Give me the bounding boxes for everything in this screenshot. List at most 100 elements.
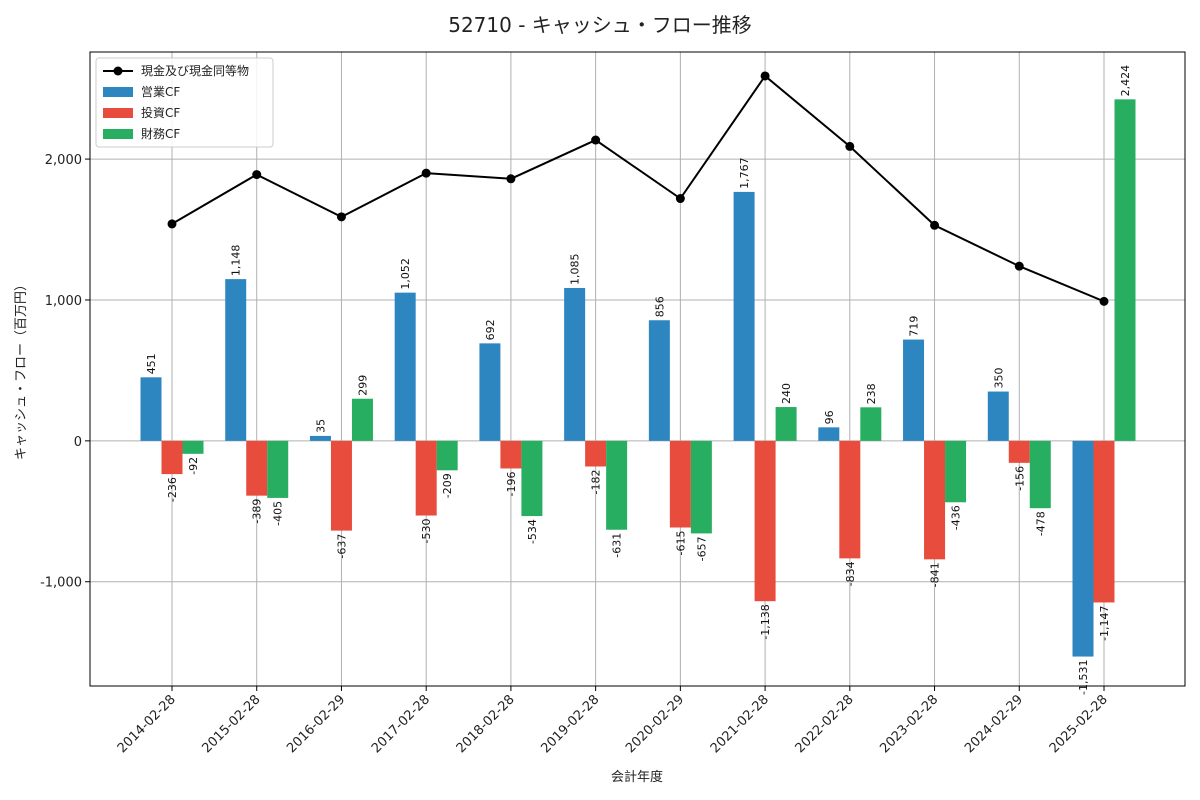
bar — [1072, 440, 1094, 657]
x-tick-label: 2020-02-29 — [623, 692, 687, 756]
chart-title: 52710 - キャッシュ・フロー推移 — [448, 13, 752, 37]
bar — [648, 320, 670, 441]
bar — [945, 440, 967, 503]
cash-point — [760, 71, 770, 81]
x-tick-label: 2021-02-28 — [708, 692, 772, 756]
cash-point — [421, 168, 431, 178]
bar-value-label: -196 — [505, 471, 518, 496]
bar — [669, 440, 691, 528]
bar-value-label: -478 — [1034, 511, 1047, 536]
bar — [818, 427, 840, 441]
bar — [479, 343, 501, 441]
cash-point — [845, 141, 855, 151]
bar-value-label: 299 — [356, 375, 369, 396]
cash-point — [167, 219, 177, 229]
bar-value-label: 856 — [653, 296, 666, 317]
bar-value-label: -389 — [251, 499, 264, 524]
bar — [521, 440, 543, 517]
bar — [987, 391, 1009, 441]
x-tick-label: 2018-02-28 — [454, 692, 518, 756]
bar-value-label: -841 — [929, 562, 942, 587]
bar — [330, 440, 352, 531]
bar — [733, 191, 755, 441]
bar-value-label: -834 — [844, 561, 857, 586]
bar-value-label: -405 — [272, 501, 285, 526]
bar-value-label: -156 — [1013, 466, 1026, 491]
cash-point — [252, 170, 262, 180]
bar — [351, 398, 373, 441]
x-tick-label: 2022-02-28 — [793, 692, 857, 756]
legend-label: 投資CF — [141, 105, 180, 120]
cash-point — [675, 194, 685, 204]
bar — [606, 440, 628, 530]
bar-value-label: 96 — [823, 410, 836, 424]
bar-value-label: -631 — [611, 533, 624, 558]
legend-bar-swatch — [103, 108, 133, 118]
legend-marker — [113, 66, 123, 76]
bar-value-label: 2,424 — [1119, 65, 1132, 97]
legend-label: 現金及び現金同等物 — [141, 63, 249, 78]
y-tick-label: 1,000 — [45, 294, 82, 309]
bar — [225, 279, 247, 441]
bar-value-label: 719 — [908, 316, 921, 337]
bar — [690, 440, 712, 534]
bar-value-label: 35 — [314, 419, 327, 433]
bar — [585, 440, 607, 467]
bar — [839, 440, 861, 559]
cash-point — [591, 135, 601, 145]
legend-bar-swatch — [103, 87, 133, 97]
cash-line — [167, 71, 1109, 306]
y-axis-label: キャッシュ・フロー（百万円） — [14, 278, 29, 460]
bar — [246, 440, 268, 496]
bar — [775, 407, 797, 441]
bar — [182, 440, 204, 454]
bar — [1093, 440, 1115, 603]
bar-value-label: 238 — [865, 383, 878, 404]
bar — [1008, 440, 1030, 463]
bar-value-label: -182 — [590, 469, 603, 494]
legend-label: 営業CF — [141, 85, 180, 99]
y-tick-label: 2,000 — [45, 153, 82, 168]
bar-value-label: -530 — [420, 519, 433, 544]
bar-value-label: -92 — [187, 457, 200, 475]
bar-value-label: -657 — [695, 536, 708, 561]
bar-value-label: 350 — [992, 368, 1005, 389]
bar-value-label: -637 — [335, 534, 348, 559]
y-tick-label: 0 — [74, 435, 82, 450]
bar-value-label: 1,767 — [738, 157, 751, 189]
bar — [436, 440, 458, 471]
x-tick-label: 2024-02-29 — [962, 692, 1026, 756]
bar — [140, 377, 162, 441]
x-tick-label: 2019-02-28 — [538, 692, 602, 756]
x-tick-label: 2016-02-29 — [284, 692, 348, 756]
bar — [309, 435, 331, 441]
legend-label: 財務CF — [141, 126, 180, 141]
bar-value-label: -1,531 — [1077, 660, 1090, 695]
bar-value-label: -615 — [674, 531, 687, 556]
plot-frame — [89, 51, 1186, 687]
bar — [394, 292, 416, 441]
bar — [754, 440, 776, 602]
y-tick-label: -1,000 — [40, 576, 82, 591]
bar — [415, 440, 437, 516]
x-tick-label: 2017-02-28 — [369, 692, 433, 756]
bar-value-label: 240 — [780, 383, 793, 404]
x-tick-label: 2023-02-28 — [877, 692, 941, 756]
bar-value-label: -534 — [526, 519, 539, 544]
cash-line-path — [171, 74, 1105, 303]
bar — [161, 440, 183, 475]
x-tick-label: 2014-02-28 — [115, 692, 179, 756]
bar — [500, 440, 522, 469]
bar — [924, 440, 946, 560]
bar-value-label: 451 — [145, 353, 158, 374]
bar-value-label: 1,148 — [230, 245, 243, 277]
bar — [267, 440, 289, 498]
legend-bar-swatch — [103, 129, 133, 139]
x-tick-label: 2025-02-28 — [1047, 692, 1111, 756]
legend-box — [95, 57, 274, 148]
bar-value-label: -1,138 — [759, 604, 772, 639]
bar — [1029, 440, 1051, 509]
bars — [140, 99, 1136, 657]
